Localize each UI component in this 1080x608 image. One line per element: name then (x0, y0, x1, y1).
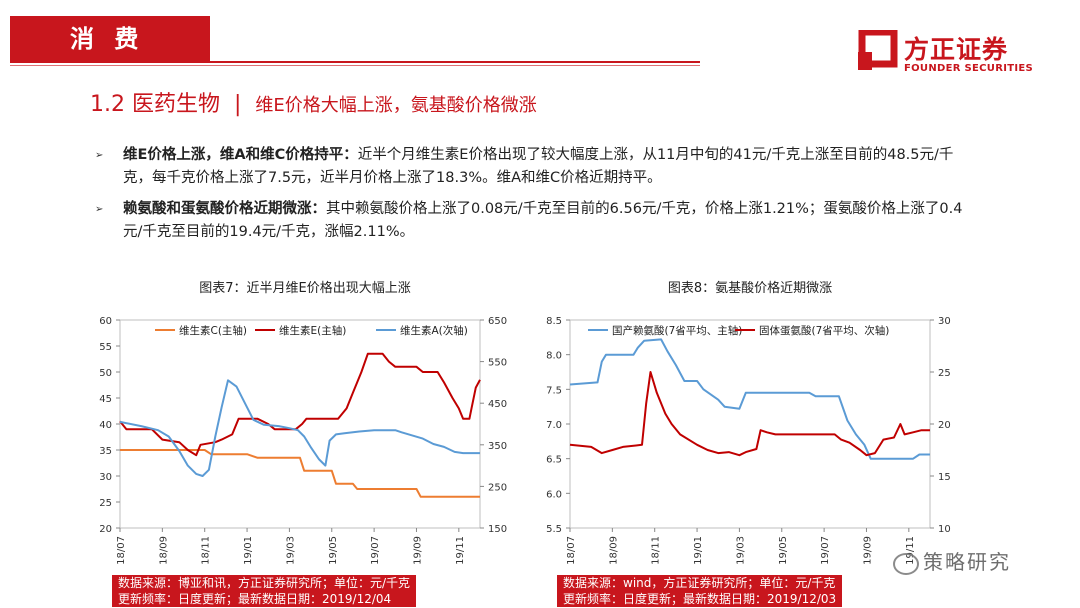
footer-source: 数据来源：博亚和讯，方正证券研究所；单位：元/千克 (118, 576, 411, 590)
x-tick-label: 19/09 (412, 536, 423, 565)
bullet-item: ➢ 维E价格上涨，维A和维C价格持平：近半个月维生素E价格出现了较大幅度上涨，从… (95, 144, 975, 190)
series-line (569, 371, 930, 457)
vitamin-price-chart: 20 25 30 35 40 45 50 55 60 150 250 350 450 550 650 18/0… (99, 316, 507, 565)
x-tick-label: 19/05 (328, 536, 339, 565)
page-title-separator: | (233, 92, 242, 117)
series-line (119, 352, 481, 457)
series-line (120, 449, 480, 498)
x-tick-label: 19/05 (778, 536, 789, 565)
x-tick-label: 19/09 (862, 536, 873, 565)
x-tick-label: 18/07 (116, 536, 127, 565)
y-right-tick-label: 350 (488, 441, 507, 452)
wechat-icon (893, 552, 919, 575)
y-right-tick-label: 450 (488, 399, 507, 410)
chart-footer: 数据来源：wind，方正证券研究所；单位：元/千克 更新频率：日度更新；最新数据… (557, 575, 843, 607)
y-left-tick-label: 6.5 (546, 455, 562, 466)
y-right-tick-label: 20 (938, 420, 951, 431)
x-tick-label: 18/09 (608, 536, 619, 565)
chart-title: 图表8：氨基酸价格近期微涨 (667, 281, 833, 296)
legend-label: 维生素A(次轴) (400, 324, 468, 337)
y-left-tick-label: 40 (99, 420, 112, 431)
x-tick-label: 18/09 (158, 536, 169, 565)
section-underline (10, 61, 700, 63)
bullet-heading: 维E价格上涨，维A和维C价格持平： (123, 147, 358, 163)
page-title-prefix: 1.2 医药生物 (90, 92, 220, 117)
x-tick-label: 19/11 (905, 536, 916, 565)
footer-frequency: 更新频率：日度更新；最新数据日期：2019/12/04 (118, 592, 392, 606)
section-underline-thin (10, 65, 700, 66)
y-left-tick-label: 60 (99, 316, 112, 327)
series-line (119, 379, 480, 477)
y-left-tick-label: 8.5 (546, 316, 562, 327)
y-right-tick-label: 25 (938, 368, 951, 379)
y-left-tick-label: 25 (99, 498, 112, 509)
bullet-text: 其中赖氨酸价格上涨了0.08元/千克至目前的6.56元/千克，价格上涨1.21%… (123, 201, 963, 240)
x-tick-label: 18/11 (201, 536, 212, 565)
brand-name-en: FOUNDER SECURITIES (904, 63, 1034, 74)
bullet-text: 近半个月维生素E价格出现了较大幅度上涨，从11月中旬的41元/千克上涨至目前的4… (123, 147, 954, 186)
bullet-arrow-icon: ➢ (95, 150, 104, 161)
legend-label: 维生素E(主轴) (279, 324, 346, 337)
y-left-tick-label: 7.0 (546, 420, 562, 431)
plot-frame (569, 319, 931, 529)
y-left-tick-label: 20 (99, 524, 112, 535)
y-right-tick-label: 30 (938, 316, 951, 327)
series-line (569, 338, 930, 460)
y-left-tick-label: 50 (99, 368, 112, 379)
x-tick-label: 19/11 (455, 536, 466, 565)
y-right-tick-label: 150 (488, 524, 507, 535)
y-left-tick-label: 7.5 (546, 385, 562, 396)
x-tick-label: 18/07 (566, 536, 577, 565)
summary-bullets: ➢ 维E价格上涨，维A和维C价格持平：近半个月维生素E价格出现了较大幅度上涨，从… (95, 144, 975, 252)
y-left-tick-label: 5.5 (546, 524, 562, 535)
y-right-tick-label: 15 (938, 472, 951, 483)
bullet-item: ➢ 赖氨酸和蛋氨酸价格近期微涨：其中赖氨酸价格上涨了0.08元/千克至目前的6.… (95, 198, 975, 244)
bullet-heading: 赖氨酸和蛋氨酸价格近期微涨： (123, 201, 326, 217)
y-right-tick-label: 650 (488, 316, 507, 327)
y-left-tick-label: 35 (99, 446, 112, 457)
page-title: 1.2 医药生物 | 维E价格大幅上涨，氨基酸价格微涨 (90, 86, 537, 118)
y-left-tick-label: 8.0 (546, 351, 562, 362)
y-right-tick-label: 550 (488, 358, 507, 369)
x-tick-label: 19/07 (820, 536, 831, 565)
brand-name-cn: 方正证券 (904, 35, 1009, 64)
x-tick-label: 19/03 (285, 536, 296, 565)
watermark-text: 策略研究 (923, 550, 1011, 574)
y-left-tick-label: 55 (99, 342, 112, 353)
x-tick-label: 19/03 (735, 536, 746, 565)
y-left-tick-label: 30 (99, 472, 112, 483)
legend-label: 国产赖氨酸(7省平均、主轴) (612, 324, 742, 337)
x-tick-label: 19/01 (243, 536, 254, 565)
brand-logo: 方正证券 FOUNDER SECURITIES (858, 30, 1058, 80)
x-tick-label: 19/01 (693, 536, 704, 565)
y-left-tick-label: 45 (99, 394, 112, 405)
y-right-tick-label: 250 (488, 482, 507, 493)
brand-logo-icon (858, 30, 898, 70)
footer-frequency: 更新频率：日度更新；最新数据日期：2019/12/03 (563, 592, 837, 606)
chart-title: 图表7：近半月维E价格出现大幅上涨 (199, 281, 411, 296)
x-tick-label: 19/07 (370, 536, 381, 565)
amino-acid-price-chart: 5.5 6.0 6.5 7.0 7.5 8.0 8.5 10 15 20 25 30 18/07 18/0… (546, 316, 951, 565)
section-label: 消 费 (10, 16, 210, 62)
legend-label: 维生素C(主轴) (179, 324, 247, 337)
x-tick-label: 18/11 (651, 536, 662, 565)
y-right-tick-label: 10 (938, 524, 951, 535)
bullet-arrow-icon: ➢ (95, 204, 104, 215)
chart-footer: 数据来源：博亚和讯，方正证券研究所；单位：元/千克 更新频率：日度更新；最新数据… (112, 575, 417, 607)
footer-source: 数据来源：wind，方正证券研究所；单位：元/千克 (563, 576, 836, 590)
watermark: 策略研究 (893, 546, 1011, 575)
y-left-tick-label: 6.0 (546, 489, 562, 500)
page-subtitle: 维E价格大幅上涨，氨基酸价格微涨 (255, 95, 537, 116)
legend-label: 固体蛋氨酸(7省平均、次轴) (759, 324, 889, 337)
